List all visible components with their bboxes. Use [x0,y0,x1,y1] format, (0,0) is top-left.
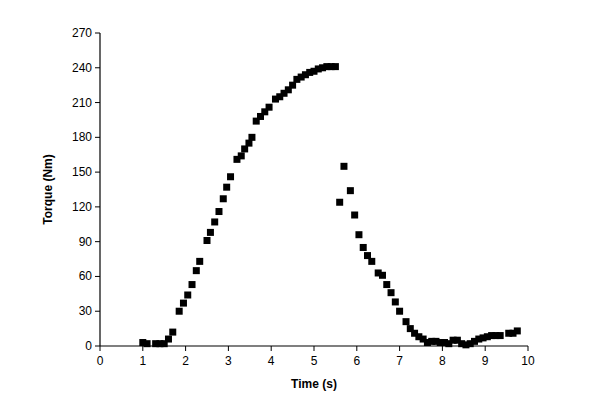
data-point [392,298,399,305]
data-point [211,218,218,225]
data-point [193,267,200,274]
data-point [248,134,255,141]
x-tick [142,346,143,351]
x-tick [228,346,229,351]
y-tick-label: 0 [85,339,92,353]
y-tick-label: 240 [72,61,92,75]
data-point [144,340,151,347]
data-point [266,104,273,111]
x-tick-label: 4 [268,354,275,368]
data-point [351,212,358,219]
data-point [184,291,191,298]
x-tick-label: 8 [439,354,446,368]
y-tick [95,137,100,138]
x-tick-label: 5 [311,354,318,368]
data-point [396,308,403,315]
x-tick [356,346,357,351]
data-point [223,184,230,191]
y-tick-label: 120 [72,200,92,214]
y-tick [95,276,100,277]
data-point [215,208,222,215]
data-point [368,258,375,265]
data-point [383,281,390,288]
y-tick [95,311,100,312]
data-point [176,308,183,315]
points [139,63,521,348]
x-tick-label: 3 [225,354,232,368]
x-tick [528,346,529,351]
x-tick-label: 1 [139,354,146,368]
data-point [180,300,187,307]
data-point [238,152,245,159]
y-tick [95,346,100,347]
data-point [204,237,211,244]
x-tick [185,346,186,351]
data-point [220,195,227,202]
data-point [189,281,196,288]
x-tick [100,346,101,351]
data-point [227,173,234,180]
data-point [388,289,395,296]
y-axis [99,33,100,346]
x-tick [314,346,315,351]
x-tick-label: 0 [97,354,104,368]
x-tick-label: 6 [353,354,360,368]
data-point [169,329,176,336]
x-tick [485,346,486,351]
data-point [336,199,343,206]
y-tick [95,33,100,34]
x-axis-label: Time (s) [291,377,337,391]
x-tick [399,346,400,351]
x-tick-label: 9 [482,354,489,368]
y-tick [95,241,100,242]
y-tick [95,206,100,207]
data-point [355,231,362,238]
y-tick [95,172,100,173]
x-tick-label: 2 [182,354,189,368]
chart: 0 1 2 3 4 5 6 7 8 9 10 0 30 60 90 120 150 180 210 240 270 Tim… [0,0,609,407]
data-point [514,327,521,334]
data-point [340,163,347,170]
y-tick-label: 210 [72,96,92,110]
y-tick-label: 90 [79,235,93,249]
data-point [360,244,367,251]
data-point [403,318,410,325]
data-point [347,187,354,194]
data-point [332,63,339,70]
y-tick [95,67,100,68]
data-point [196,258,203,265]
y-tick [95,102,100,103]
y-tick-label: 270 [72,26,92,40]
x-tick [442,346,443,351]
x-tick-label: 7 [396,354,403,368]
y-tick-label: 180 [72,130,92,144]
y-tick-label: 30 [79,304,93,318]
y-tick-label: 60 [79,269,93,283]
data-point [165,336,172,343]
x-tick [271,346,272,351]
data-point [207,229,214,236]
data-point [497,332,504,339]
y-axis-label: Torque (Nm) [41,154,55,224]
data-point [379,272,386,279]
y-tick-label: 150 [72,165,92,179]
x-tick-label: 10 [521,354,535,368]
